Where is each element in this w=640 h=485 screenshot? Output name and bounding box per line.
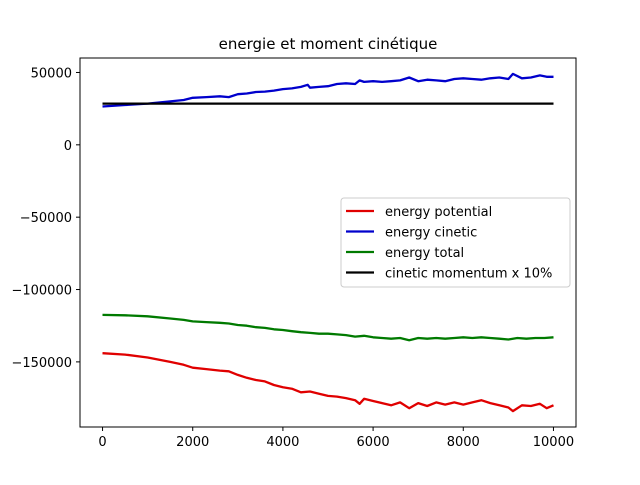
y-tick-label: −100000 bbox=[11, 284, 72, 299]
y-tick-label: 0 bbox=[64, 139, 72, 154]
x-tick-label: 4000 bbox=[266, 435, 299, 450]
legend-box bbox=[340, 197, 571, 288]
series-line-3 bbox=[102, 313, 554, 342]
series-line-1 bbox=[102, 352, 554, 413]
chart-title: energie et moment cinétique bbox=[219, 35, 438, 53]
x-tick-label: 6000 bbox=[357, 435, 390, 450]
x-tick-label: 2000 bbox=[176, 435, 209, 450]
legend-label-1: energy potential bbox=[385, 205, 492, 220]
y-tick-label: −150000 bbox=[11, 356, 72, 371]
series-layer bbox=[102, 72, 554, 413]
legend-label-2: energy cinetic bbox=[385, 226, 477, 241]
legend: energy potential energy cinetic energy tot… bbox=[340, 197, 571, 288]
x-tick-label: 8000 bbox=[447, 435, 480, 450]
y-tick-label: −50000 bbox=[20, 211, 72, 226]
legend-label-4: cinetic momentum x 10% bbox=[385, 267, 552, 282]
axes-layer: 0 2000 4000 6000 8000 10000 50000 0 −50000 −10000… bbox=[11, 57, 577, 450]
y-tick-label: 50000 bbox=[31, 66, 72, 81]
x-tick-label: 10000 bbox=[533, 435, 574, 450]
x-tick-label: 0 bbox=[98, 435, 106, 450]
plot-frame bbox=[79, 57, 577, 428]
legend-label-3: energy total bbox=[385, 246, 464, 261]
series-line-2 bbox=[102, 72, 554, 108]
